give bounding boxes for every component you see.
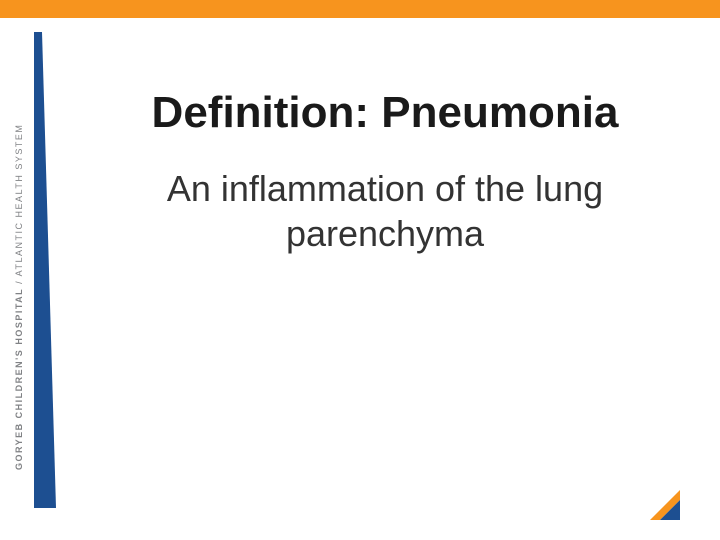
org-separator: / — [14, 276, 24, 288]
slide-title: Definition: Pneumonia — [90, 88, 680, 138]
corner-mark — [650, 490, 680, 520]
slide-content: Definition: Pneumonia An inflammation of… — [90, 88, 680, 256]
org-primary: GORYEB CHILDREN'S HOSPITAL — [14, 288, 24, 470]
slide-body: An inflammation of the lung parenchyma — [90, 166, 680, 256]
sidebar-org-label: GORYEB CHILDREN'S HOSPITAL / ATLANTIC HE… — [14, 124, 24, 470]
top-accent-bar — [0, 0, 720, 18]
org-secondary: ATLANTIC HEALTH SYSTEM — [14, 124, 24, 277]
left-blue-wedge — [34, 32, 56, 508]
